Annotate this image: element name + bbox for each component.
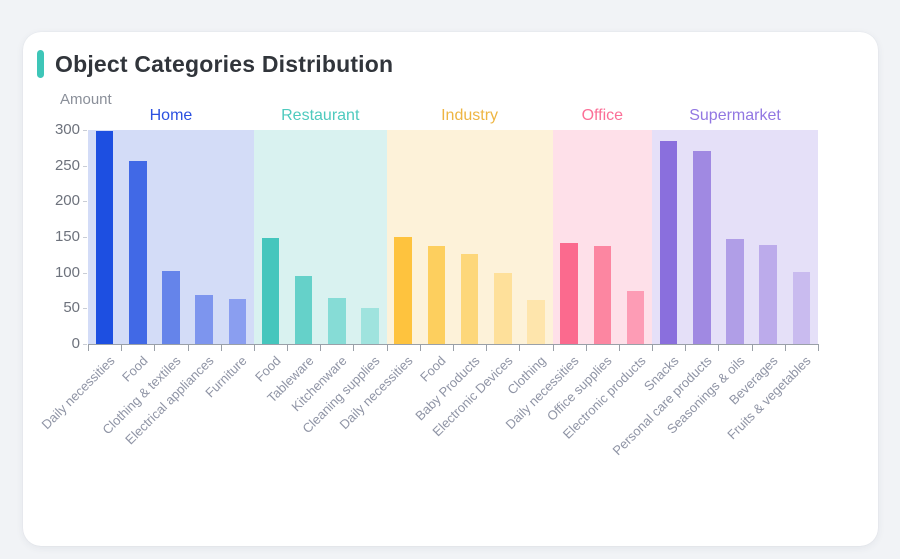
bar-supermarket-beverages[interactable] bbox=[759, 244, 777, 344]
y-axis-tick bbox=[83, 272, 87, 274]
y-axis-tick bbox=[83, 308, 87, 310]
x-axis-tick bbox=[287, 345, 289, 351]
bar-industry-electronic-devices[interactable] bbox=[493, 273, 512, 344]
bar-supermarket-fruits-vegetables[interactable] bbox=[792, 271, 811, 344]
bar-restaurant-cleaning-supplies[interactable] bbox=[361, 308, 379, 344]
y-axis-tick bbox=[83, 130, 87, 131]
y-axis-title: Amount bbox=[60, 91, 112, 108]
bar-restaurant-kitchenware[interactable] bbox=[328, 298, 346, 344]
x-axis-line bbox=[88, 344, 819, 345]
x-axis-tick bbox=[552, 345, 554, 351]
card-header: Object Categories Distribution bbox=[37, 50, 393, 78]
x-axis-tick bbox=[618, 345, 620, 351]
y-axis-tick bbox=[83, 344, 87, 345]
group-label-industry: Industry bbox=[441, 107, 499, 124]
ytick-label-200: 200 bbox=[54, 192, 80, 210]
ytick-label-0: 0 bbox=[71, 335, 80, 352]
ytick-label-250: 250 bbox=[54, 156, 80, 174]
x-axis-tick bbox=[685, 345, 687, 351]
bar-home-electrical-appliances[interactable] bbox=[195, 294, 213, 344]
bar-supermarket-snacks[interactable] bbox=[659, 141, 678, 344]
bar-industry-baby-products[interactable] bbox=[460, 254, 479, 344]
x-axis-tick bbox=[187, 345, 189, 351]
bar-home-food[interactable] bbox=[128, 160, 147, 344]
group-label-supermarket: Supermarket bbox=[689, 107, 781, 124]
y-axis-tick bbox=[83, 237, 87, 238]
x-axis-tick bbox=[320, 345, 322, 351]
bar-home-clothing-textiles[interactable] bbox=[162, 271, 180, 344]
x-axis-tick bbox=[818, 345, 819, 351]
group-label-restaurant: Restaurant bbox=[281, 107, 360, 124]
x-axis-tick bbox=[353, 345, 355, 351]
bar-industry-clothing[interactable] bbox=[527, 299, 545, 344]
x-axis-tick bbox=[154, 345, 156, 351]
ytick-label-300: 300 bbox=[54, 121, 80, 138]
x-axis-tick bbox=[718, 345, 720, 351]
title-accent-bar bbox=[37, 50, 44, 78]
y-axis-tick bbox=[83, 201, 87, 203]
x-axis-tick bbox=[88, 345, 89, 351]
bar-industry-daily-necessities[interactable] bbox=[394, 237, 412, 344]
x-axis-tick bbox=[585, 345, 587, 351]
bar-restaurant-food[interactable] bbox=[261, 238, 280, 344]
x-axis-tick bbox=[121, 345, 123, 351]
ytick-label-100: 100 bbox=[54, 263, 80, 281]
ytick-label-50: 50 bbox=[63, 299, 80, 317]
group-label-home: Home bbox=[149, 107, 193, 124]
chart: Home Daily necessities Food Clothing & text… bbox=[23, 32, 878, 546]
chart-title: Object Categories Distribution bbox=[55, 50, 394, 77]
bar-home-daily-necessities[interactable] bbox=[95, 131, 114, 344]
bar-supermarket-personal-care-products[interactable] bbox=[693, 151, 711, 344]
x-axis-tick bbox=[652, 345, 654, 351]
group-label-office: Office bbox=[581, 107, 624, 124]
x-axis-tick bbox=[419, 345, 421, 351]
bar-supermarket-seasonings-oils[interactable] bbox=[726, 239, 744, 344]
bar-home-furniture[interactable] bbox=[228, 299, 247, 344]
x-axis-tick bbox=[486, 345, 488, 351]
bar-industry-food[interactable] bbox=[427, 245, 446, 344]
y-axis-tick bbox=[83, 165, 87, 167]
bar-restaurant-tableware[interactable] bbox=[294, 275, 313, 344]
bar-office-office-supplies[interactable] bbox=[593, 245, 612, 344]
x-axis-tick bbox=[519, 345, 521, 351]
x-axis-tick bbox=[751, 345, 753, 351]
x-axis-tick bbox=[253, 345, 255, 351]
chart-card: Object Categories Distribution Amount Ho… bbox=[23, 32, 878, 546]
x-axis-tick bbox=[386, 345, 388, 351]
x-axis-tick bbox=[784, 345, 786, 351]
bar-office-daily-necessities[interactable] bbox=[560, 243, 578, 344]
x-axis-tick bbox=[453, 345, 454, 351]
ytick-label-150: 150 bbox=[54, 228, 80, 245]
x-axis-tick bbox=[220, 345, 222, 351]
bar-office-electronic-products[interactable] bbox=[626, 291, 645, 344]
